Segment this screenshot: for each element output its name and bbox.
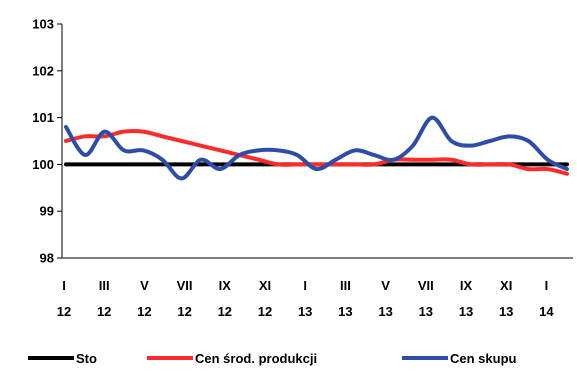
- x-tick-label-month: XI: [259, 278, 271, 293]
- x-tick-label-month: IX: [219, 278, 232, 293]
- y-tick-label: 98: [40, 251, 54, 266]
- x-tick-label-year: 13: [338, 304, 352, 319]
- legend-swatch-sto: [28, 356, 74, 360]
- x-tick-label-year: 12: [177, 304, 191, 319]
- x-tick-label-year: 12: [218, 304, 232, 319]
- y-tick-label: 103: [32, 17, 54, 32]
- legend-label-sto: Sto: [76, 350, 97, 366]
- y-tick-label: 101: [32, 110, 54, 125]
- x-tick-label-month: XI: [500, 278, 512, 293]
- legend-item-cen-srod-produkcji: Cen środ. produkcji: [147, 348, 317, 368]
- x-tick-label-month: I: [62, 278, 66, 293]
- x-tick-label-month: III: [99, 278, 110, 293]
- x-tick-label-month: VII: [418, 278, 434, 293]
- y-tick-labels: 98 99 100 101 102 103: [32, 17, 54, 266]
- legend-swatch-cen-skupu: [402, 356, 448, 360]
- x-tick-label-month: I: [303, 278, 307, 293]
- x-tick-label-year: 13: [419, 304, 433, 319]
- chart-legend: Sto Cen środ. produkcji Cen skupu: [0, 348, 577, 372]
- legend-item-cen-skupu: Cen skupu: [402, 348, 516, 368]
- x-tick-label-year: 13: [459, 304, 473, 319]
- series-line-cen-skupu: [64, 115, 569, 181]
- x-tick-label-year: 12: [57, 304, 71, 319]
- legend-label-cen-skupu: Cen skupu: [450, 350, 517, 366]
- legend-label-cen-srod-produkcji: Cen środ. produkcji: [195, 350, 318, 366]
- x-tick-label-month: VII: [177, 278, 193, 293]
- x-tick-label-year: 13: [298, 304, 312, 319]
- x-tick-label-year: 12: [258, 304, 272, 319]
- legend-item-sto: Sto: [28, 348, 97, 368]
- x-tick-label-year: 14: [539, 304, 554, 319]
- x-tick-label-month: V: [140, 278, 149, 293]
- y-tick-label: 102: [32, 63, 54, 78]
- y-tick-label: 100: [32, 157, 54, 172]
- x-tick-label-month: IX: [460, 278, 473, 293]
- x-tick-label-year: 12: [97, 304, 111, 319]
- series-lines: [64, 115, 569, 181]
- x-tick-label-year: 12: [137, 304, 151, 319]
- x-tick-label-year: 13: [378, 304, 392, 319]
- series-line-cen-srod-produkcji: [64, 129, 569, 176]
- x-tick-label-year: 13: [499, 304, 513, 319]
- x-tick-label-month: I: [545, 278, 549, 293]
- x-tick-label-month: III: [340, 278, 351, 293]
- legend-swatch-cen-srod-produkcji: [147, 356, 193, 360]
- chart-axes: [57, 23, 573, 259]
- y-tick-label: 99: [40, 204, 54, 219]
- x-tick-label-month: V: [381, 278, 390, 293]
- x-tick-labels: I 12 III 12 V 12 VII 12 IX 12 XI 12 I 13 III 13 V 13 VII 13…: [57, 278, 555, 319]
